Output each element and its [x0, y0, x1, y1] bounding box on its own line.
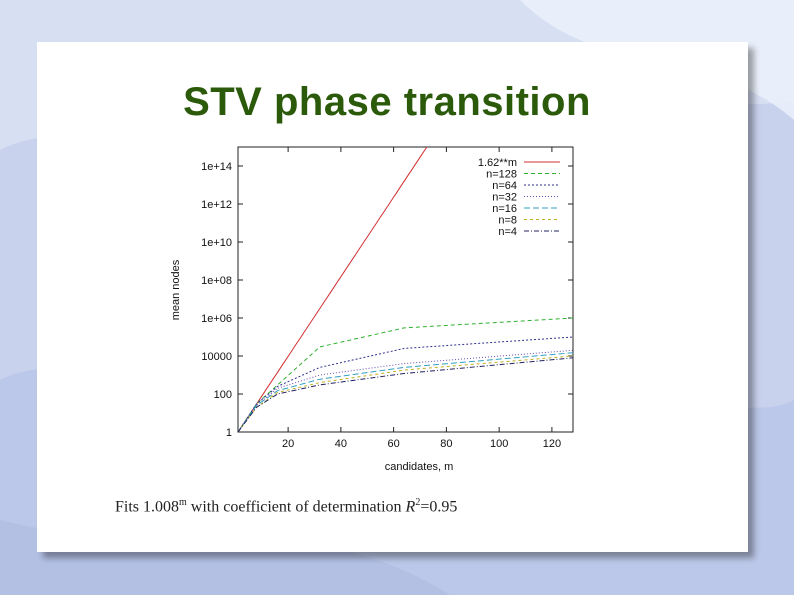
- slide-title: STV phase transition: [183, 80, 591, 124]
- series-lines: [238, 147, 573, 432]
- caption-variable-exponent: 2: [415, 497, 421, 508]
- y-tick-label: 10000: [201, 351, 232, 363]
- caption-middle: with coefficient of determination: [186, 498, 406, 516]
- series-line-n8: [238, 355, 573, 432]
- y-tick-label: 1e+12: [201, 199, 232, 211]
- legend-label: n=8: [498, 215, 517, 227]
- y-tick-label: 1: [226, 427, 232, 439]
- x-tick-label: 60: [388, 438, 400, 450]
- series-line-n128: [238, 317, 573, 432]
- series-line-n4: [238, 357, 573, 432]
- caption-exponent: m: [179, 497, 187, 508]
- series-line-n16: [238, 352, 573, 432]
- legend-label: n=16: [492, 203, 517, 215]
- line-chart: 20 40 60 80 100 120 1 100 10000 1e+06 1e+08 1e+10 1e…: [170, 146, 574, 473]
- y-axis-label: mean nodes: [170, 259, 182, 320]
- chart-area: 20 40 60 80 100 120 1 100 10000 1e+06 1e+08 1e+10 1e…: [152, 132, 621, 476]
- slide-caption: Fits 1.008m with coefficient of determin…: [115, 497, 457, 516]
- series-line-exponential: [238, 147, 428, 432]
- x-tick-label: 20: [282, 438, 294, 450]
- x-tick-label: 40: [335, 438, 347, 450]
- legend-label: n=128: [486, 169, 517, 181]
- caption-suffix: =0.95: [420, 498, 458, 516]
- y-tick-label: 1e+10: [201, 237, 232, 249]
- legend-label: 1.62**m: [478, 157, 517, 169]
- y-tick-label: 1e+14: [201, 161, 232, 173]
- x-tick-label: 80: [440, 438, 452, 450]
- caption-prefix: Fits 1.008: [115, 498, 180, 516]
- legend-label: n=4: [498, 226, 517, 238]
- legend-label: n=64: [492, 180, 517, 192]
- series-line-n64: [238, 336, 573, 432]
- axes-layer: 20 40 60 80 100 120 1 100 10000 1e+06 1e+08 1e+10 1e…: [201, 146, 574, 450]
- y-tick-label: 100: [214, 389, 232, 401]
- y-tick-label: 1e+08: [201, 275, 232, 287]
- x-tick-label: 120: [543, 438, 561, 450]
- x-tick-label: 100: [490, 438, 508, 450]
- x-axis-label: candidates, m: [385, 461, 453, 473]
- plot-frame: [237, 146, 574, 433]
- y-tick-label: 1e+06: [201, 313, 232, 325]
- caption-variable: R: [405, 498, 416, 516]
- legend-label: n=32: [492, 192, 517, 204]
